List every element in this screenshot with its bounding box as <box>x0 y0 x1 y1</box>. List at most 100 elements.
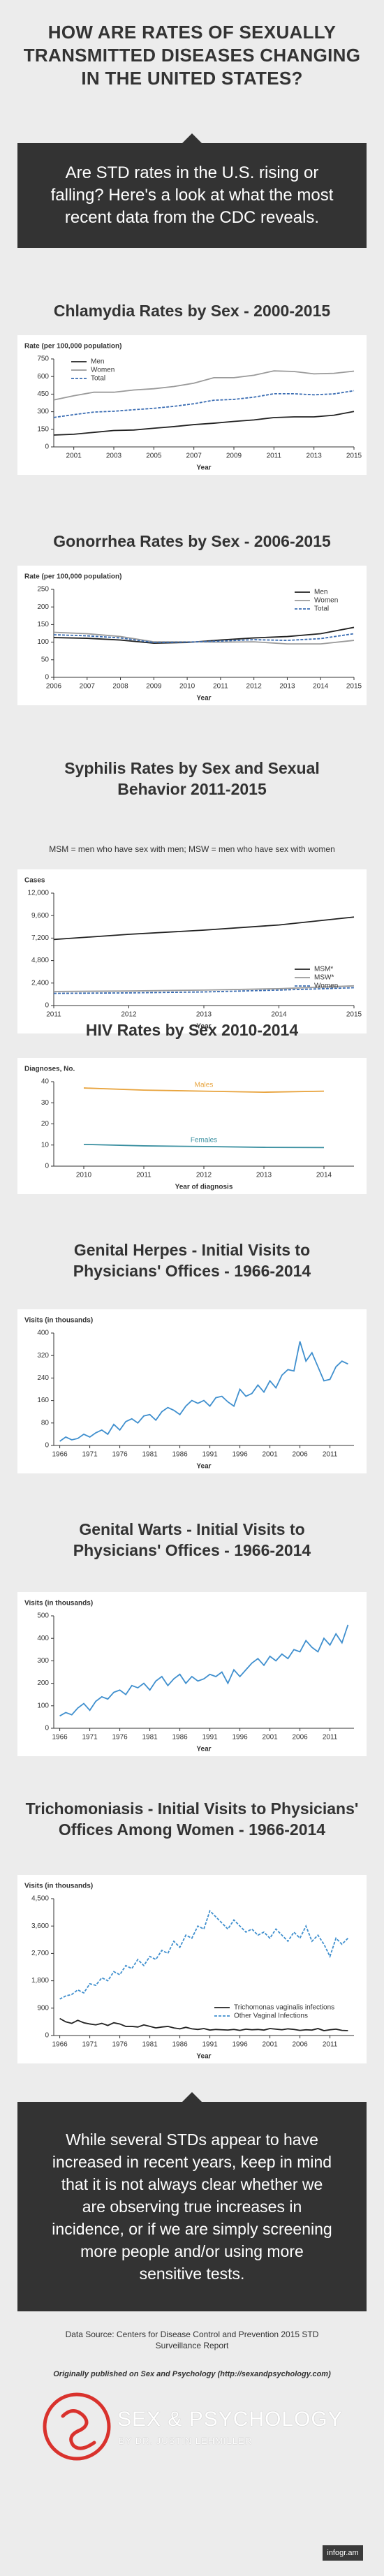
y-tick-label: 12,000 <box>27 890 49 897</box>
y-tick-label: 100 <box>37 1702 49 1709</box>
chart: Visits (in thousands) Year 0 900 1,800 2,700 3… <box>17 1875 367 2063</box>
x-tick-label: 2013 <box>307 452 323 460</box>
x-tick-label: 1996 <box>232 1734 248 1742</box>
y-tick-label: 40 <box>41 1078 50 1086</box>
x-tick-label: 2006 <box>292 2041 308 2049</box>
legend-label: Total <box>91 375 105 383</box>
x-tick-label: 2006 <box>292 1451 308 1459</box>
x-tick-label: 2011 <box>323 2041 338 2049</box>
y-tick-label: 400 <box>37 1635 49 1642</box>
y-axis-label: Visits (in thousands) <box>24 1317 93 1325</box>
y-tick-label: 10 <box>41 1141 50 1149</box>
x-tick-label: 2011 <box>213 683 228 691</box>
y-axis-label: Rate (per 100,000 population) <box>24 343 121 351</box>
x-tick-label: 1971 <box>82 1451 98 1459</box>
series-line <box>59 1624 349 1717</box>
x-tick-label: 1986 <box>172 2041 188 2049</box>
credit: Originally published on Sex and Psycholo… <box>53 2370 331 2378</box>
x-axis-label: Year <box>196 695 211 702</box>
x-tick-label: 2009 <box>146 683 162 691</box>
legend-label: Trichomonas vaginalis infections <box>234 2004 334 2012</box>
x-tick-label: 2001 <box>262 1451 278 1459</box>
y-tick-label: 0 <box>45 2032 49 2040</box>
section-title: HIV Rates by Sex 2010-2014 <box>85 1021 299 1039</box>
section-title: Trichomoniasis - Initial Visits to Physi… <box>25 1799 359 1839</box>
x-tick-label: 2012 <box>246 683 263 691</box>
legend-label: MSW* <box>314 974 334 982</box>
series-line <box>53 411 355 436</box>
x-tick-label: 1966 <box>52 1734 68 1742</box>
x-axis-label: Year <box>196 1023 211 1031</box>
y-tick-label: 0 <box>45 1725 49 1732</box>
logo-byline: BY DR. JUSTIN LEHMILLER <box>119 2436 253 2446</box>
y-axis-label: Rate (per 100,000 population) <box>24 573 121 581</box>
x-tick-label: 1986 <box>172 1734 188 1742</box>
x-tick-label: 2014 <box>313 683 329 691</box>
y-tick-label: 150 <box>37 425 49 433</box>
y-tick-label: 30 <box>41 1099 50 1107</box>
x-tick-label: 2011 <box>323 1451 338 1459</box>
y-tick-label: 0 <box>45 1002 49 1010</box>
legend-label: Other Vaginal Infections <box>234 2012 308 2020</box>
x-tick-label: 1981 <box>142 2041 158 2049</box>
x-tick-label: 2001 <box>66 452 82 460</box>
y-tick-label: 4,800 <box>31 957 49 964</box>
logo-name: SEX & PSYCHOLOGY <box>117 2408 343 2431</box>
x-tick-label: 2013 <box>196 1011 212 1019</box>
x-tick-label: 2008 <box>112 683 128 691</box>
chart: Visits (in thousands) Year 0 80 160 240 320 400… <box>17 1309 367 1473</box>
x-tick-label: 2011 <box>323 1734 338 1742</box>
chart-note: MSM = men who have sex with men; MSW = m… <box>49 844 335 854</box>
section-title: Syphilis Rates by Sex and Sexual Behavio… <box>64 759 320 798</box>
y-tick-label: 250 <box>37 586 49 594</box>
x-tick-label: 1981 <box>142 1734 158 1742</box>
y-tick-label: 80 <box>41 1419 50 1427</box>
y-tick-label: 900 <box>37 2004 49 2012</box>
y-axis-label: Visits (in thousands) <box>24 1883 93 1890</box>
legend-label: Total <box>314 605 329 613</box>
footer-badge[interactable]: infogr.am <box>323 2545 363 2561</box>
y-tick-label: 400 <box>37 1330 49 1337</box>
x-tick-label: 2003 <box>106 452 122 460</box>
main-title: HOW ARE RATES OF SEXUALLY TRANSMITTED DI… <box>23 22 361 89</box>
series-line <box>59 2017 348 2031</box>
x-tick-label: 1991 <box>202 2041 218 2049</box>
x-tick-label: 1976 <box>112 1734 128 1742</box>
y-tick-label: 0 <box>45 1163 49 1170</box>
y-axis-label: Cases <box>24 877 45 885</box>
legend-label: Men <box>314 589 327 596</box>
x-tick-label: 2013 <box>279 683 295 691</box>
y-tick-label: 3,600 <box>31 1922 49 1930</box>
y-axis-label: Visits (in thousands) <box>24 1600 93 1607</box>
y-tick-label: 200 <box>37 1679 49 1687</box>
x-tick-label: 1991 <box>202 1734 218 1742</box>
chart: Rate (per 100,000 population) Year 0 150 300… <box>17 335 367 475</box>
series-line <box>53 626 355 645</box>
y-tick-label: 450 <box>37 390 49 398</box>
y-tick-label: 50 <box>41 656 50 663</box>
series-line <box>83 1087 325 1094</box>
y-tick-label: 20 <box>41 1120 50 1128</box>
x-tick-label: 2006 <box>46 683 62 691</box>
chart: Visits (in thousands) Year 0 100 200 300 400 50… <box>17 1592 367 1756</box>
y-tick-label: 9,600 <box>31 912 49 920</box>
series-label: Females <box>191 1137 217 1145</box>
x-tick-label: 2006 <box>292 1734 308 1742</box>
y-tick-label: 100 <box>37 638 49 646</box>
y-tick-label: 0 <box>45 674 49 682</box>
x-tick-label: 2014 <box>271 1011 287 1019</box>
x-tick-label: 1971 <box>82 1734 98 1742</box>
y-axis-label: Diagnoses, No. <box>24 1066 75 1073</box>
series-line <box>59 1341 348 1442</box>
series-line <box>53 390 355 418</box>
series-line <box>59 1909 349 2000</box>
x-tick-label: 1981 <box>142 1451 158 1459</box>
x-tick-label: 1966 <box>52 2041 68 2049</box>
x-tick-label: 2015 <box>346 1011 362 1019</box>
x-axis-label: Year <box>196 1463 211 1471</box>
y-tick-label: 320 <box>37 1352 49 1360</box>
x-tick-label: 2011 <box>136 1172 152 1179</box>
y-tick-label: 160 <box>37 1397 49 1404</box>
